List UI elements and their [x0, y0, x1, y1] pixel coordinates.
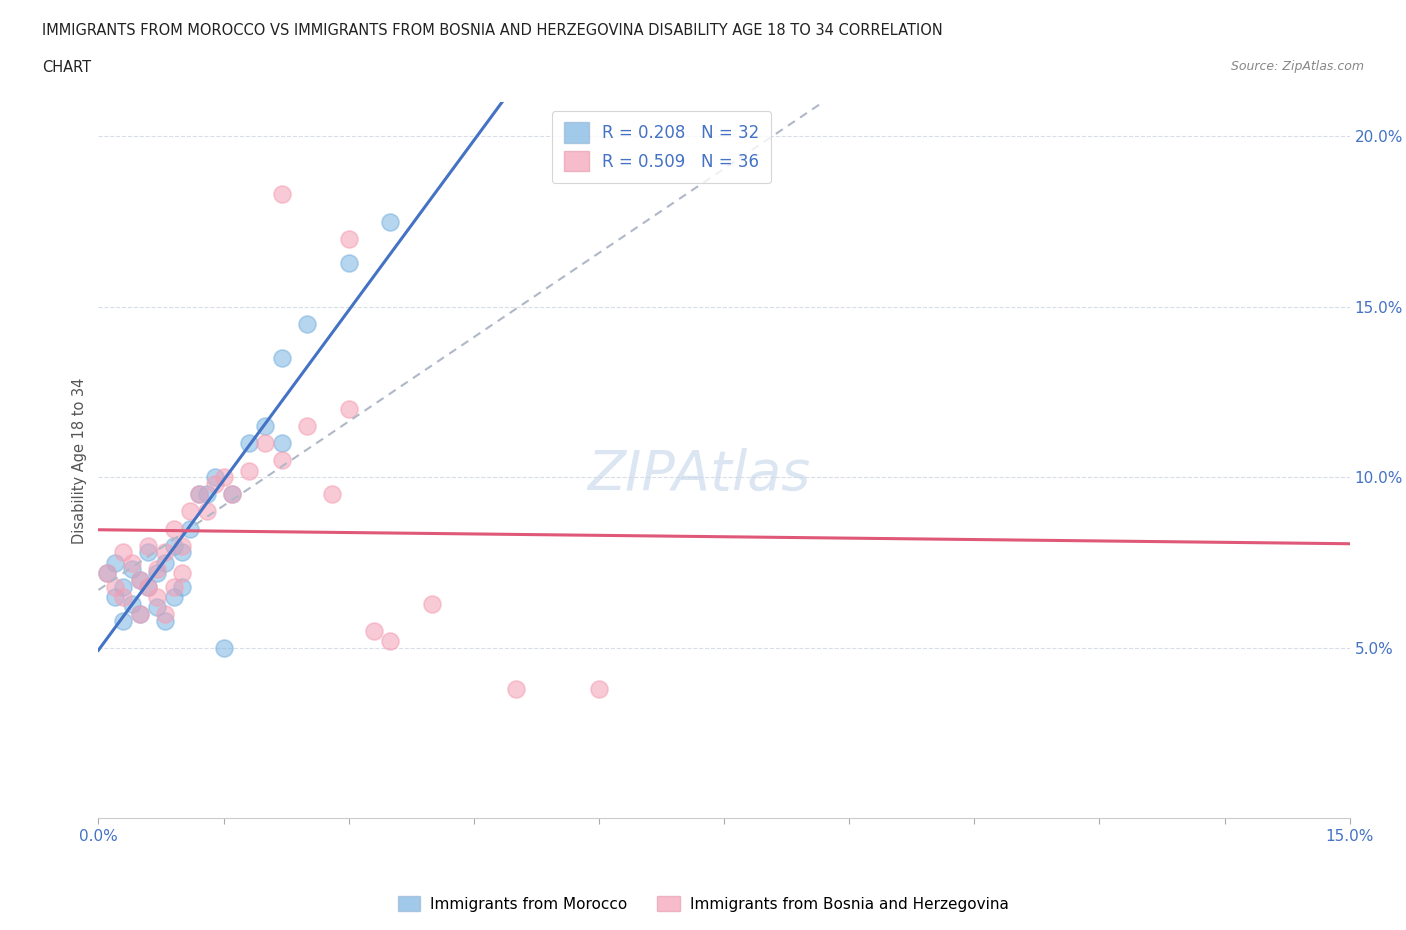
- Point: [271, 187, 294, 202]
- Point: [104, 555, 127, 570]
- Point: [112, 590, 135, 604]
- Point: [170, 579, 193, 594]
- Point: [271, 453, 294, 468]
- Point: [254, 418, 277, 433]
- Legend: R = 0.208   N = 32, R = 0.509   N = 36: R = 0.208 N = 32, R = 0.509 N = 36: [553, 111, 770, 183]
- Point: [162, 579, 184, 594]
- Point: [195, 487, 218, 502]
- Text: ZIPAtlas: ZIPAtlas: [588, 448, 811, 501]
- Point: [138, 538, 160, 553]
- Point: [380, 633, 402, 648]
- Text: CHART: CHART: [42, 60, 91, 75]
- Point: [170, 545, 193, 560]
- Point: [121, 555, 143, 570]
- Point: [221, 487, 243, 502]
- Point: [238, 463, 260, 478]
- Point: [505, 682, 527, 697]
- Point: [96, 565, 118, 580]
- Point: [212, 641, 235, 656]
- Y-axis label: Disability Age 18 to 34: Disability Age 18 to 34: [72, 378, 87, 543]
- Point: [129, 572, 152, 587]
- Point: [363, 623, 385, 638]
- Point: [146, 590, 169, 604]
- Point: [104, 590, 127, 604]
- Point: [153, 545, 176, 560]
- Point: [221, 487, 243, 502]
- Point: [212, 470, 235, 485]
- Text: IMMIGRANTS FROM MOROCCO VS IMMIGRANTS FROM BOSNIA AND HERZEGOVINA DISABILITY AGE: IMMIGRANTS FROM MOROCCO VS IMMIGRANTS FR…: [42, 23, 943, 38]
- Point: [170, 538, 193, 553]
- Point: [588, 682, 610, 697]
- Point: [138, 579, 160, 594]
- Point: [146, 565, 169, 580]
- Point: [179, 521, 201, 536]
- Point: [104, 579, 127, 594]
- Point: [129, 606, 152, 621]
- Point: [170, 565, 193, 580]
- Point: [238, 436, 260, 451]
- Point: [162, 521, 184, 536]
- Point: [295, 316, 318, 331]
- Point: [121, 596, 143, 611]
- Point: [195, 504, 218, 519]
- Point: [153, 555, 176, 570]
- Point: [112, 613, 135, 628]
- Text: Source: ZipAtlas.com: Source: ZipAtlas.com: [1230, 60, 1364, 73]
- Point: [112, 545, 135, 560]
- Point: [420, 596, 443, 611]
- Point: [112, 579, 135, 594]
- Point: [254, 436, 277, 451]
- Point: [146, 600, 169, 615]
- Point: [204, 470, 226, 485]
- Point: [121, 562, 143, 577]
- Legend: Immigrants from Morocco, Immigrants from Bosnia and Herzegovina: Immigrants from Morocco, Immigrants from…: [391, 889, 1015, 918]
- Point: [179, 504, 201, 519]
- Point: [146, 562, 169, 577]
- Point: [321, 487, 343, 502]
- Point: [337, 402, 360, 417]
- Point: [162, 590, 184, 604]
- Point: [138, 545, 160, 560]
- Point: [271, 351, 294, 365]
- Point: [129, 606, 152, 621]
- Point: [204, 477, 226, 492]
- Point: [153, 606, 176, 621]
- Point: [271, 436, 294, 451]
- Point: [162, 538, 184, 553]
- Point: [295, 418, 318, 433]
- Point: [129, 572, 152, 587]
- Point: [138, 579, 160, 594]
- Point: [187, 487, 209, 502]
- Point: [153, 613, 176, 628]
- Point: [96, 565, 118, 580]
- Point: [380, 214, 402, 229]
- Point: [187, 487, 209, 502]
- Point: [337, 232, 360, 246]
- Point: [337, 255, 360, 270]
